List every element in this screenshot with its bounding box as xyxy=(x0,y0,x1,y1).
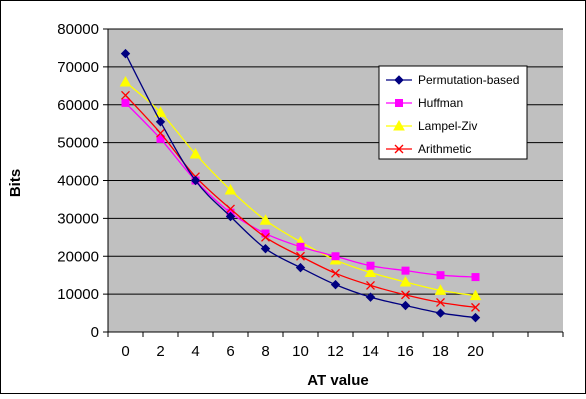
data-point-arithmetic xyxy=(401,290,410,300)
legend-label: Permutation-based xyxy=(418,73,519,87)
data-point-permutation-based xyxy=(225,211,236,222)
y-tick-label: 10000 xyxy=(57,286,99,303)
x-tick-label: 4 xyxy=(191,343,199,360)
axes: 0 10000 20000 30000 40000 50000 60000 70000 8000… xyxy=(57,21,564,360)
data-point-permutation-based xyxy=(260,243,271,254)
x-tick-label: 0 xyxy=(121,343,129,360)
x-marker-stroke xyxy=(121,90,130,100)
data-point-permutation-based xyxy=(120,48,131,59)
y-axis-title: Bits xyxy=(7,169,24,197)
data-point-permutation-based xyxy=(470,312,481,323)
y-tick-label: 0 xyxy=(91,324,99,341)
data-point-permutation-based xyxy=(365,292,376,302)
data-point-lampel-ziv xyxy=(469,289,482,301)
data-point-permutation-based xyxy=(330,279,341,290)
x-marker-stroke xyxy=(331,268,340,278)
y-tick-label: 50000 xyxy=(57,135,99,152)
legend-swatch-marker xyxy=(393,119,405,131)
data-point-lampel-ziv xyxy=(189,147,202,159)
legend-label: Huffman xyxy=(418,96,463,110)
legend: Permutation-based Huffman Lampel-Ziv Arithm… xyxy=(378,65,528,160)
y-tick-label: 30000 xyxy=(57,210,99,227)
x-tick-label: 12 xyxy=(327,343,344,360)
y-tick-label: 60000 xyxy=(57,97,99,114)
x-marker-stroke xyxy=(296,251,305,261)
data-point-lampel-ziv xyxy=(399,275,412,287)
data-point-permutation-based xyxy=(155,117,166,127)
legend-item-huffman: Huffman xyxy=(386,96,463,110)
data-point-huffman xyxy=(296,242,305,251)
x-marker-stroke xyxy=(226,204,235,214)
data-point-lampel-ziv xyxy=(154,106,167,117)
x-tick-label: 16 xyxy=(397,343,414,360)
data-point-arithmetic xyxy=(366,280,375,290)
data-point-permutation-based xyxy=(435,308,446,318)
x-marker-stroke xyxy=(156,128,165,138)
y-tick-label: 70000 xyxy=(57,59,99,76)
data-point-arithmetic xyxy=(436,297,445,307)
x-tick-label: 20 xyxy=(467,343,484,360)
legend-box xyxy=(378,65,528,160)
y-tick-label: 40000 xyxy=(57,173,99,190)
x-marker-stroke xyxy=(394,144,404,154)
legend-item-arithmetic: Arithmetic xyxy=(386,142,471,156)
legend-item-permutation-based: Permutation-based xyxy=(386,73,519,87)
data-point-arithmetic xyxy=(331,268,340,278)
series-lampel-ziv xyxy=(119,75,482,301)
legend-swatch-marker xyxy=(394,75,404,85)
data-point-huffman xyxy=(436,271,445,280)
data-point-permutation-based xyxy=(190,175,201,186)
legend-label: Arithmetic xyxy=(418,142,471,156)
series-layer xyxy=(119,48,482,323)
data-point-lampel-ziv xyxy=(434,284,447,295)
data-point-arithmetic xyxy=(261,232,270,242)
data-point-huffman xyxy=(121,98,130,107)
x-tick-label: 2 xyxy=(156,343,164,360)
x-tick-label: 14 xyxy=(362,343,379,360)
data-point-permutation-based xyxy=(295,262,306,273)
x-tick-label: 6 xyxy=(226,343,234,360)
y-tick-label: 80000 xyxy=(57,21,99,38)
data-point-arithmetic xyxy=(156,128,165,138)
data-point-huffman xyxy=(401,266,410,275)
data-point-arithmetic xyxy=(471,302,480,312)
legend-label: Lampel-Ziv xyxy=(418,119,477,133)
x-marker-stroke xyxy=(261,232,270,242)
x-marker-stroke xyxy=(471,302,480,312)
x-tick-label: 10 xyxy=(292,343,309,360)
legend-swatch-marker xyxy=(395,99,403,107)
data-point-huffman xyxy=(366,261,375,270)
data-point-huffman xyxy=(156,134,165,143)
y-tick-label: 20000 xyxy=(57,248,99,265)
data-point-arithmetic xyxy=(226,204,235,214)
data-point-lampel-ziv xyxy=(364,266,377,278)
x-axis-title: AT value xyxy=(307,372,368,389)
legend-swatch-marker xyxy=(394,144,404,154)
x-tick-label: 8 xyxy=(261,343,269,360)
data-point-arithmetic xyxy=(121,90,130,100)
x-marker-stroke xyxy=(401,290,410,300)
data-point-arithmetic xyxy=(296,251,305,261)
data-point-lampel-ziv xyxy=(224,183,237,195)
data-point-permutation-based xyxy=(400,300,411,311)
data-point-lampel-ziv xyxy=(119,75,132,87)
data-point-huffman xyxy=(471,273,480,282)
x-marker-stroke xyxy=(366,280,375,290)
x-tick-label: 18 xyxy=(432,343,449,360)
series-permutation-based xyxy=(120,48,481,323)
data-point-lampel-ziv xyxy=(259,214,272,225)
legend-item-lampel-ziv: Lampel-Ziv xyxy=(386,119,477,133)
x-marker-stroke xyxy=(436,297,445,307)
data-point-huffman xyxy=(331,252,340,261)
